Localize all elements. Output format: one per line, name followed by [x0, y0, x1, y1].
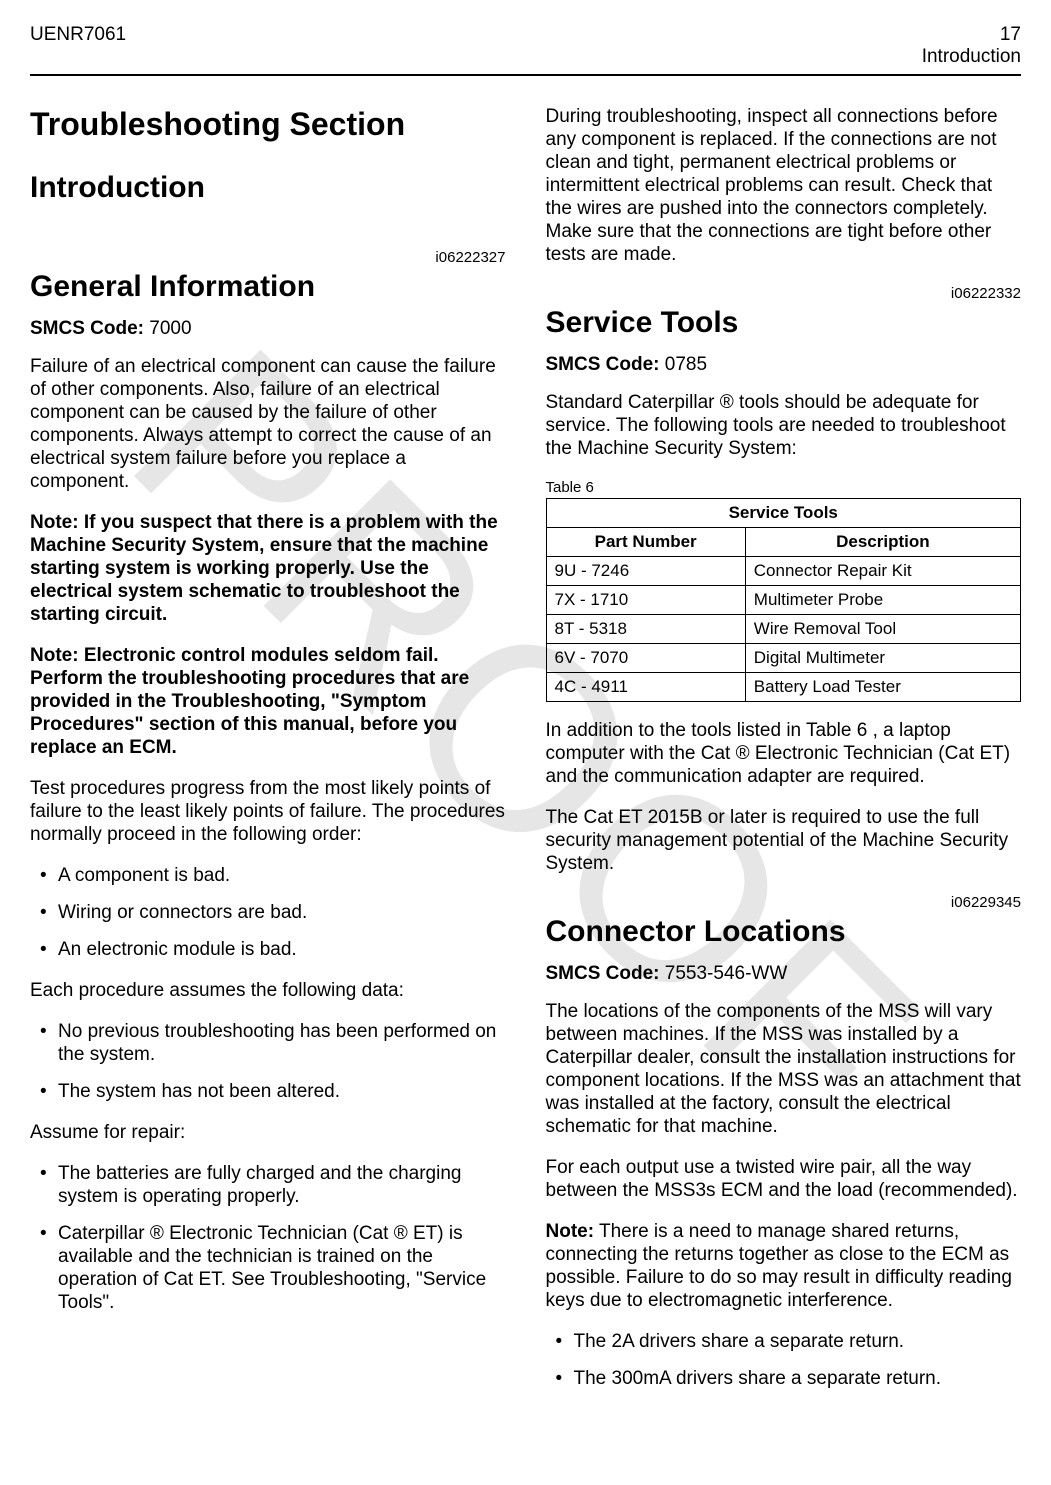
- paragraph-twisted-pair: For each output use a twisted wire pair,…: [546, 1157, 1022, 1203]
- list-item: An electronic module is bad.: [30, 939, 506, 962]
- paragraph-standard-tools: Standard Caterpillar ® tools should be a…: [546, 392, 1022, 461]
- paragraph-locations: The locations of the components of the M…: [546, 1001, 1022, 1139]
- paragraph-test-procedures: Test procedures progress from the most l…: [30, 778, 506, 847]
- paragraph-cat-et-version: The Cat ET 2015B or later is required to…: [546, 807, 1022, 876]
- introduction-title: Introduction: [30, 171, 506, 205]
- header-section-name: Introduction: [922, 46, 1021, 68]
- service-tools-table: Service Tools Part Number Description 9U…: [546, 498, 1022, 702]
- cell-pn: 9U - 7246: [546, 556, 745, 585]
- table-title: Service Tools: [546, 498, 1021, 527]
- smcs-code-general: SMCS Code: 7000: [30, 318, 506, 340]
- table-row: 4C - 4911 Battery Load Tester: [546, 672, 1021, 701]
- ref-id-service-tools: i06222332: [546, 285, 1022, 302]
- failure-order-list: A component is bad. Wiring or connectors…: [30, 865, 506, 962]
- note-mss-problem: Note: If you suspect that there is a pro…: [30, 512, 506, 627]
- table-row: 7X - 1710 Multimeter Probe: [546, 585, 1021, 614]
- col-description: Description: [745, 527, 1020, 556]
- list-item: The 300mA drivers share a separate retur…: [546, 1368, 1022, 1391]
- page-header: UENR7061 17 Introduction: [30, 24, 1021, 76]
- smcs-code-connector: SMCS Code: 7553-546-WW: [546, 963, 1022, 985]
- list-item: A component is bad.: [30, 865, 506, 888]
- table-row: 9U - 7246 Connector Repair Kit: [546, 556, 1021, 585]
- list-item: No previous troubleshooting has been per…: [30, 1021, 506, 1067]
- list-item: Caterpillar ® Electronic Technician (Cat…: [30, 1223, 506, 1315]
- cell-desc: Connector Repair Kit: [745, 556, 1020, 585]
- smcs-value: 0785: [665, 354, 707, 375]
- table-6-label: Table 6: [546, 479, 1022, 496]
- col-part-number: Part Number: [546, 527, 745, 556]
- paragraph-assumes: Each procedure assumes the following dat…: [30, 980, 506, 1003]
- header-page-number: 17: [922, 24, 1021, 46]
- cell-pn: 7X - 1710: [546, 585, 745, 614]
- smcs-label: SMCS Code:: [30, 318, 144, 339]
- note-text: There is a need to manage shared returns…: [546, 1221, 1012, 1311]
- left-column: Troubleshooting Section Introduction i06…: [30, 106, 506, 1409]
- ref-id-connector-locations: i06229345: [546, 894, 1022, 911]
- cell-desc: Multimeter Probe: [745, 585, 1020, 614]
- cell-desc: Battery Load Tester: [745, 672, 1020, 701]
- general-information-title: General Information: [30, 270, 506, 304]
- page: PROOF UENR7061 17 Introduction Troublesh…: [0, 0, 1051, 1485]
- cell-desc: Wire Removal Tool: [745, 614, 1020, 643]
- paragraph-troubleshooting-intro: During troubleshooting, inspect all conn…: [546, 106, 1022, 267]
- paragraph-failure: Failure of an electrical component can c…: [30, 356, 506, 494]
- header-right: 17 Introduction: [922, 24, 1021, 68]
- cell-pn: 8T - 5318: [546, 614, 745, 643]
- cell-pn: 6V - 7070: [546, 643, 745, 672]
- smcs-value: 7000: [149, 318, 191, 339]
- header-doc-id: UENR7061: [30, 24, 126, 46]
- repair-list: The batteries are fully charged and the …: [30, 1163, 506, 1315]
- right-column: During troubleshooting, inspect all conn…: [546, 106, 1022, 1409]
- list-item: Wiring or connectors are bad.: [30, 902, 506, 925]
- smcs-label: SMCS Code:: [546, 963, 660, 984]
- paragraph-laptop: In addition to the tools listed in Table…: [546, 720, 1022, 789]
- smcs-label: SMCS Code:: [546, 354, 660, 375]
- smcs-value: 7553-546-WW: [665, 963, 788, 984]
- note-label: Note:: [546, 1221, 595, 1242]
- table-row: 6V - 7070 Digital Multimeter: [546, 643, 1021, 672]
- cell-pn: 4C - 4911: [546, 672, 745, 701]
- table-row: 8T - 5318 Wire Removal Tool: [546, 614, 1021, 643]
- smcs-code-service-tools: SMCS Code: 0785: [546, 354, 1022, 376]
- cell-desc: Digital Multimeter: [745, 643, 1020, 672]
- service-tools-title: Service Tools: [546, 306, 1022, 340]
- note-ecm: Note: Electronic control modules seldom …: [30, 645, 506, 760]
- list-item: The system has not been altered.: [30, 1081, 506, 1104]
- paragraph-assume-repair: Assume for repair:: [30, 1122, 506, 1145]
- list-item: The 2A drivers share a separate return.: [546, 1331, 1022, 1354]
- ref-id-general-info: i06222327: [30, 249, 506, 266]
- connector-locations-title: Connector Locations: [546, 915, 1022, 949]
- troubleshooting-section-title: Troubleshooting Section: [30, 106, 506, 143]
- drivers-list: The 2A drivers share a separate return. …: [546, 1331, 1022, 1391]
- content-columns: Troubleshooting Section Introduction i06…: [30, 106, 1021, 1409]
- list-item: The batteries are fully charged and the …: [30, 1163, 506, 1209]
- assumptions-list: No previous troubleshooting has been per…: [30, 1021, 506, 1104]
- note-shared-returns: Note: There is a need to manage shared r…: [546, 1221, 1022, 1313]
